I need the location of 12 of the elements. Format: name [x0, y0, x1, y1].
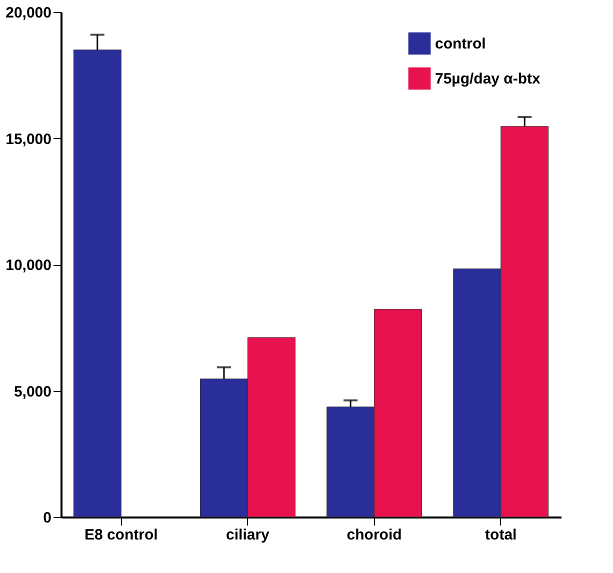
x-tick-label: ciliary: [226, 526, 270, 544]
x-tick-label: choroid: [346, 526, 402, 544]
y-tick-label: 10,000: [6, 257, 52, 274]
y-tick-label: 15,000: [6, 130, 52, 148]
legend-label: 75µg/day α-btx: [435, 70, 542, 88]
legend-label: control: [435, 36, 486, 52]
x-tick-label: E8 control: [84, 526, 158, 544]
y-tick-label: 0: [43, 510, 52, 526]
y-tick-label: 5,000: [14, 383, 52, 400]
x-tick-label: total: [485, 526, 517, 544]
bar: [73, 50, 122, 518]
y-tick-label: 20,000: [6, 4, 52, 22]
